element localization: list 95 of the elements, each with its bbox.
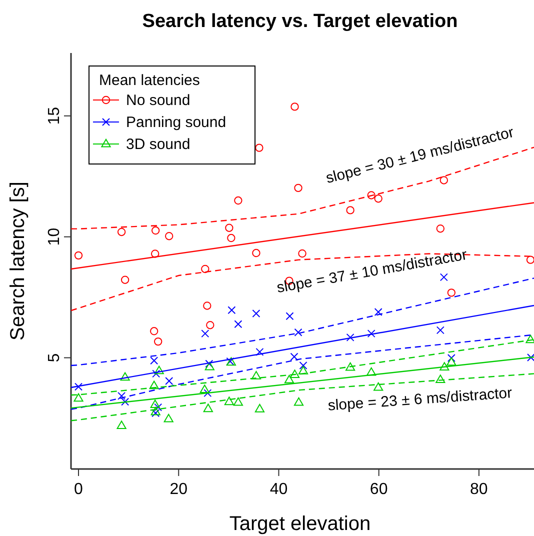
point	[440, 176, 448, 184]
point	[150, 400, 160, 408]
point	[201, 264, 210, 274]
point	[203, 302, 212, 310]
point	[526, 334, 534, 344]
point	[228, 306, 236, 314]
chart-title: Search latency vs. Target elevation	[142, 11, 458, 32]
point	[447, 354, 456, 362]
point	[227, 234, 236, 242]
point	[152, 370, 160, 378]
point	[204, 362, 214, 370]
point	[150, 250, 160, 258]
point	[120, 276, 130, 284]
line-series	[70, 373, 534, 422]
point	[74, 393, 84, 402]
y-tick-label: 5	[46, 353, 63, 362]
point	[251, 371, 261, 380]
point	[121, 398, 130, 406]
legend-label: Panning sound	[126, 114, 226, 131]
point	[150, 406, 160, 416]
point	[225, 224, 234, 232]
point	[294, 328, 302, 336]
point	[233, 397, 243, 406]
point	[120, 372, 130, 381]
point	[203, 404, 213, 412]
annotation: slope = 23 ± 6 ms/distractor	[327, 384, 513, 414]
point	[150, 327, 158, 336]
x-tick-label: 60	[370, 481, 388, 498]
point	[154, 403, 162, 412]
x-tick-label: 0	[74, 481, 84, 498]
point	[74, 382, 83, 391]
point	[367, 191, 376, 200]
x-tick-label: 40	[270, 481, 288, 498]
point	[290, 370, 300, 378]
point	[165, 376, 174, 385]
point	[154, 366, 164, 374]
point	[165, 232, 174, 240]
point	[204, 389, 212, 398]
legend-title: Mean latencies	[99, 72, 200, 89]
point	[252, 248, 260, 258]
point	[446, 357, 456, 366]
point	[294, 184, 302, 192]
point	[206, 320, 214, 330]
point	[286, 312, 294, 320]
point	[252, 309, 260, 318]
point	[224, 396, 234, 406]
y-tick-label: 10	[46, 228, 63, 246]
point	[234, 320, 242, 328]
point	[254, 404, 265, 412]
legend-label: No sound	[126, 92, 190, 109]
point	[200, 384, 210, 393]
point	[440, 362, 450, 370]
point	[436, 374, 446, 384]
point	[346, 333, 354, 342]
point	[374, 308, 382, 316]
point	[366, 367, 376, 376]
point	[152, 409, 160, 418]
point	[116, 420, 126, 430]
point	[298, 366, 308, 374]
y-tick-label: 15	[46, 106, 63, 125]
point	[255, 144, 264, 152]
point	[298, 249, 306, 258]
point	[154, 337, 162, 346]
point	[150, 356, 158, 365]
legend-label: 3D sound	[126, 136, 190, 153]
point	[436, 326, 444, 334]
annotation: slope = 37 ± 10 ms/distractor	[275, 246, 468, 297]
point	[294, 397, 304, 406]
point	[284, 374, 294, 384]
point	[367, 330, 376, 338]
x-tick-label: 20	[170, 481, 188, 498]
y-axis-title: Search latency [s]	[7, 182, 29, 340]
point	[256, 348, 264, 356]
point	[290, 352, 298, 361]
point	[299, 361, 308, 370]
point	[346, 362, 356, 371]
point	[234, 196, 242, 205]
point	[346, 206, 354, 214]
point	[118, 392, 126, 400]
point	[374, 194, 382, 203]
point	[374, 382, 384, 391]
point	[290, 102, 299, 111]
point	[74, 251, 83, 260]
point	[201, 330, 210, 338]
point	[117, 228, 126, 236]
point	[151, 226, 160, 235]
point	[164, 414, 174, 422]
point	[526, 256, 534, 264]
point	[526, 354, 534, 362]
point	[205, 360, 214, 368]
x-tick-label: 80	[470, 481, 488, 498]
x-axis-title: Target elevation	[229, 513, 371, 535]
point	[149, 380, 159, 390]
point	[436, 224, 444, 233]
point	[447, 288, 456, 297]
